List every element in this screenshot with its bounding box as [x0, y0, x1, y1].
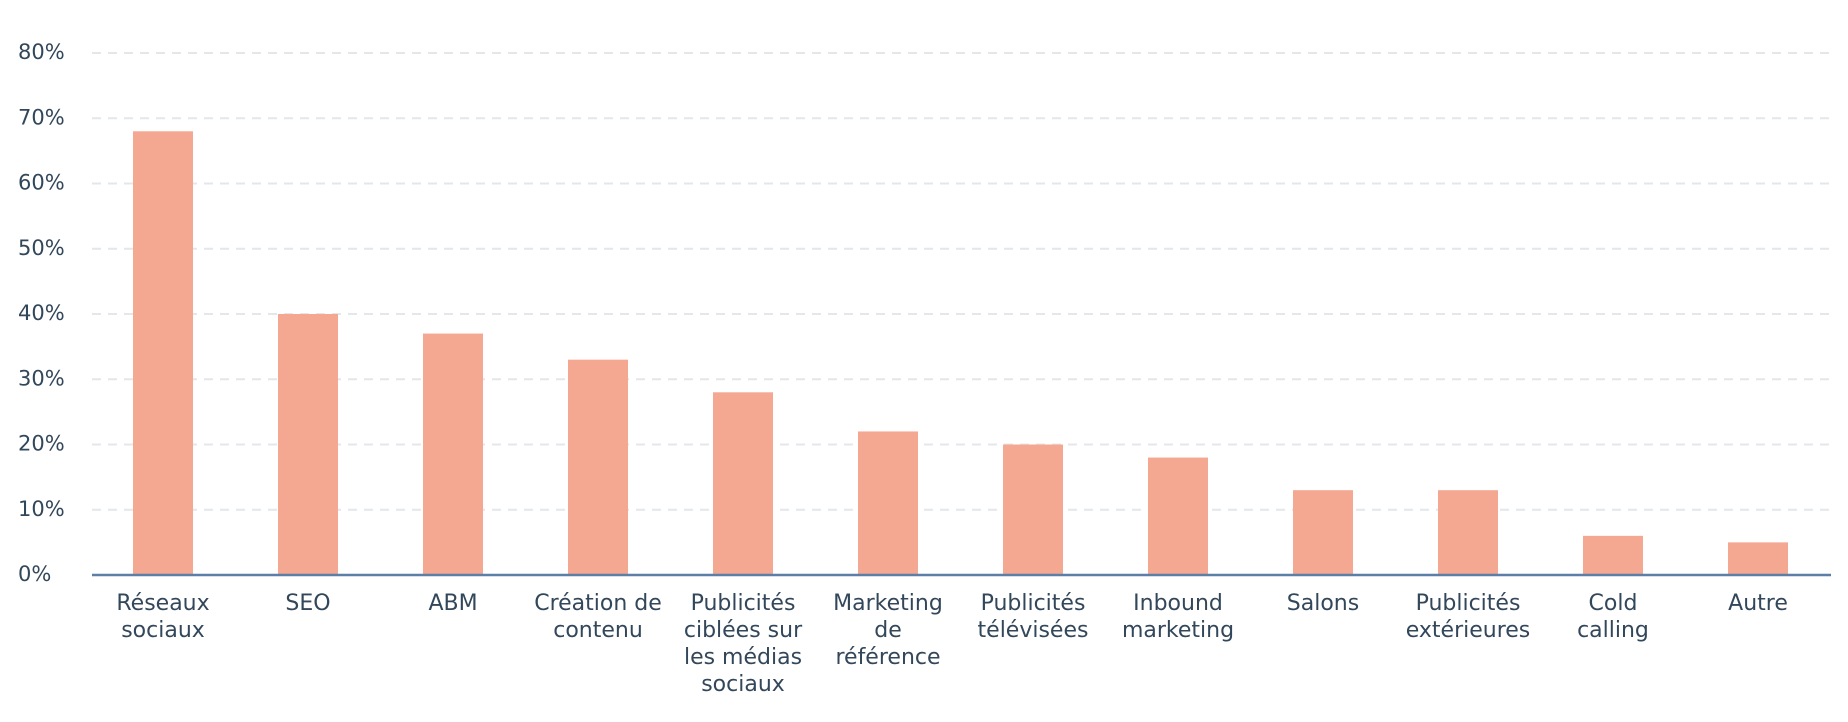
x-tick-label: Cold calling: [1577, 591, 1649, 643]
bar: [278, 314, 338, 575]
bar: [713, 392, 773, 575]
y-tick-label: 10%: [18, 497, 65, 521]
y-tick-label: 40%: [18, 301, 65, 325]
x-tick-label: Salons: [1286, 591, 1360, 616]
x-tick-label: ABM: [428, 591, 478, 616]
y-tick-label: 30%: [18, 366, 65, 390]
bar: [1003, 444, 1063, 575]
y-tick-label: 80%: [18, 40, 65, 64]
bar: [423, 333, 483, 575]
bar: [568, 359, 628, 575]
x-tick-label: SEO: [285, 591, 331, 616]
y-tick-label: 20%: [18, 432, 65, 456]
bar: [858, 431, 918, 575]
bar: [1583, 535, 1643, 575]
y-tick-label: 0%: [18, 562, 51, 586]
bar: [133, 131, 193, 576]
bar: [1438, 490, 1498, 575]
x-tick-label: Marketing de référence: [833, 591, 943, 670]
x-tick-label: Inbound marketing: [1121, 591, 1235, 643]
x-tick-label: Autre: [1728, 591, 1788, 616]
bar: [1728, 542, 1788, 575]
x-tick-label: Création de contenu: [534, 591, 662, 643]
x-tick-label: Réseaux sociaux: [116, 591, 210, 643]
x-tick-label: Publicités ciblées sur les médias sociau…: [683, 591, 803, 697]
x-tick-label: Publicités télévisées: [977, 591, 1089, 643]
bar: [1148, 457, 1208, 575]
y-tick-label: 60%: [18, 171, 65, 195]
y-tick-label: 50%: [18, 236, 65, 260]
y-tick-label: 70%: [18, 105, 65, 129]
bar: [1293, 490, 1353, 575]
x-tick-label: Publicités extérieures: [1405, 591, 1531, 643]
